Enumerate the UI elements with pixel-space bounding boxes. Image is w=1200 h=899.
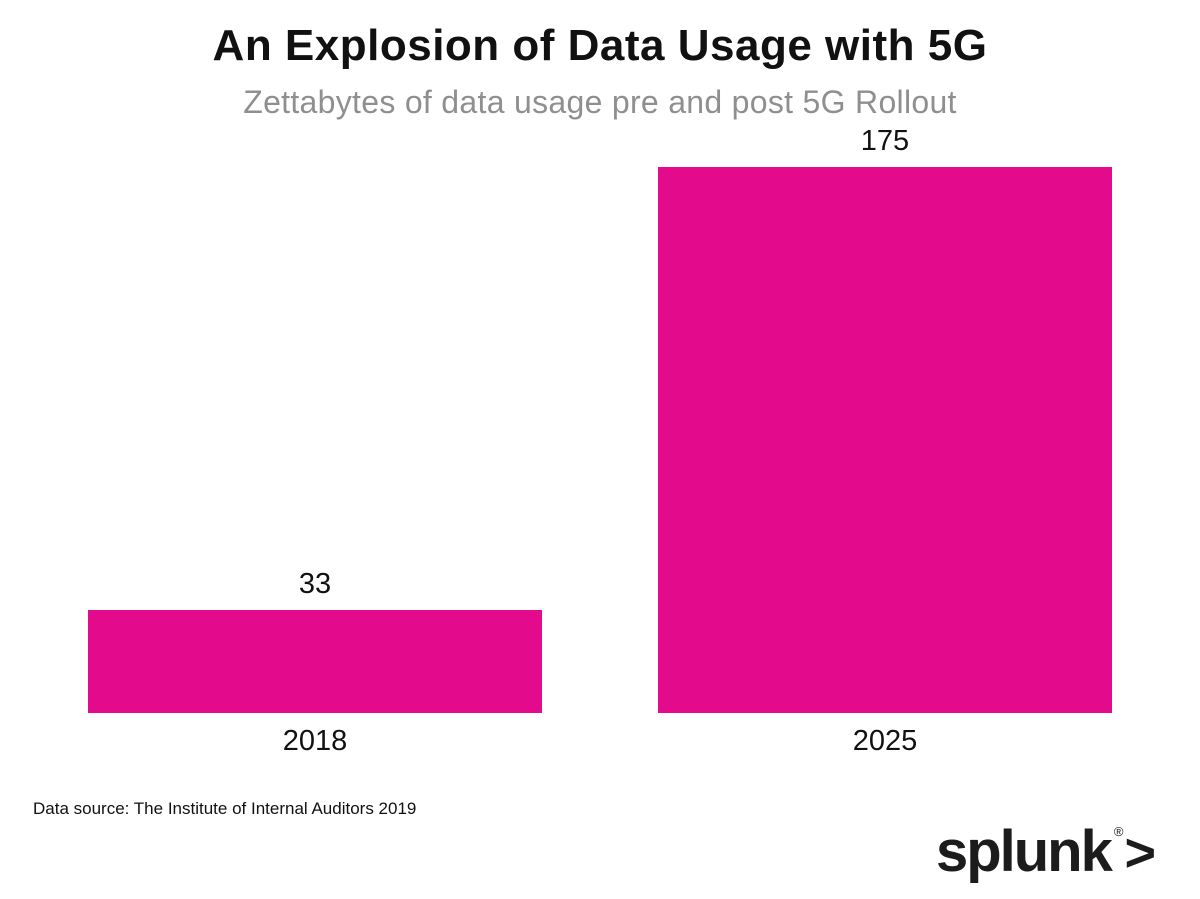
chart-subtitle: Zettabytes of data usage pre and post 5G… xyxy=(243,84,957,121)
splunk-logo: splunk ® > xyxy=(936,823,1156,881)
category-label-2025: 2025 xyxy=(852,725,918,758)
category-label-2018: 2018 xyxy=(282,725,348,758)
chart-title: An Explosion of Data Usage with 5G xyxy=(212,21,988,70)
data-source-note: Data source: The Institute of Internal A… xyxy=(33,799,417,818)
splunk-logo-text: splunk xyxy=(935,819,1113,884)
bar-2018 xyxy=(88,610,542,714)
footer: Data source: The Institute of Internal A… xyxy=(0,799,1200,881)
bar-2025 xyxy=(658,167,1112,714)
value-label-2025: 175 xyxy=(860,125,910,158)
bar-group-2018: 33 xyxy=(88,568,542,714)
bar-group-2025: 175 xyxy=(658,125,1112,714)
bar-chart: 33 175 xyxy=(88,121,1112,714)
splunk-arrow-icon: > xyxy=(1124,823,1156,883)
registered-trademark-icon: ® xyxy=(1113,824,1124,839)
category-axis: 2018 2025 xyxy=(88,725,1112,758)
value-label-2018: 33 xyxy=(298,568,332,601)
chart-header: An Explosion of Data Usage with 5G Zetta… xyxy=(0,0,1200,121)
